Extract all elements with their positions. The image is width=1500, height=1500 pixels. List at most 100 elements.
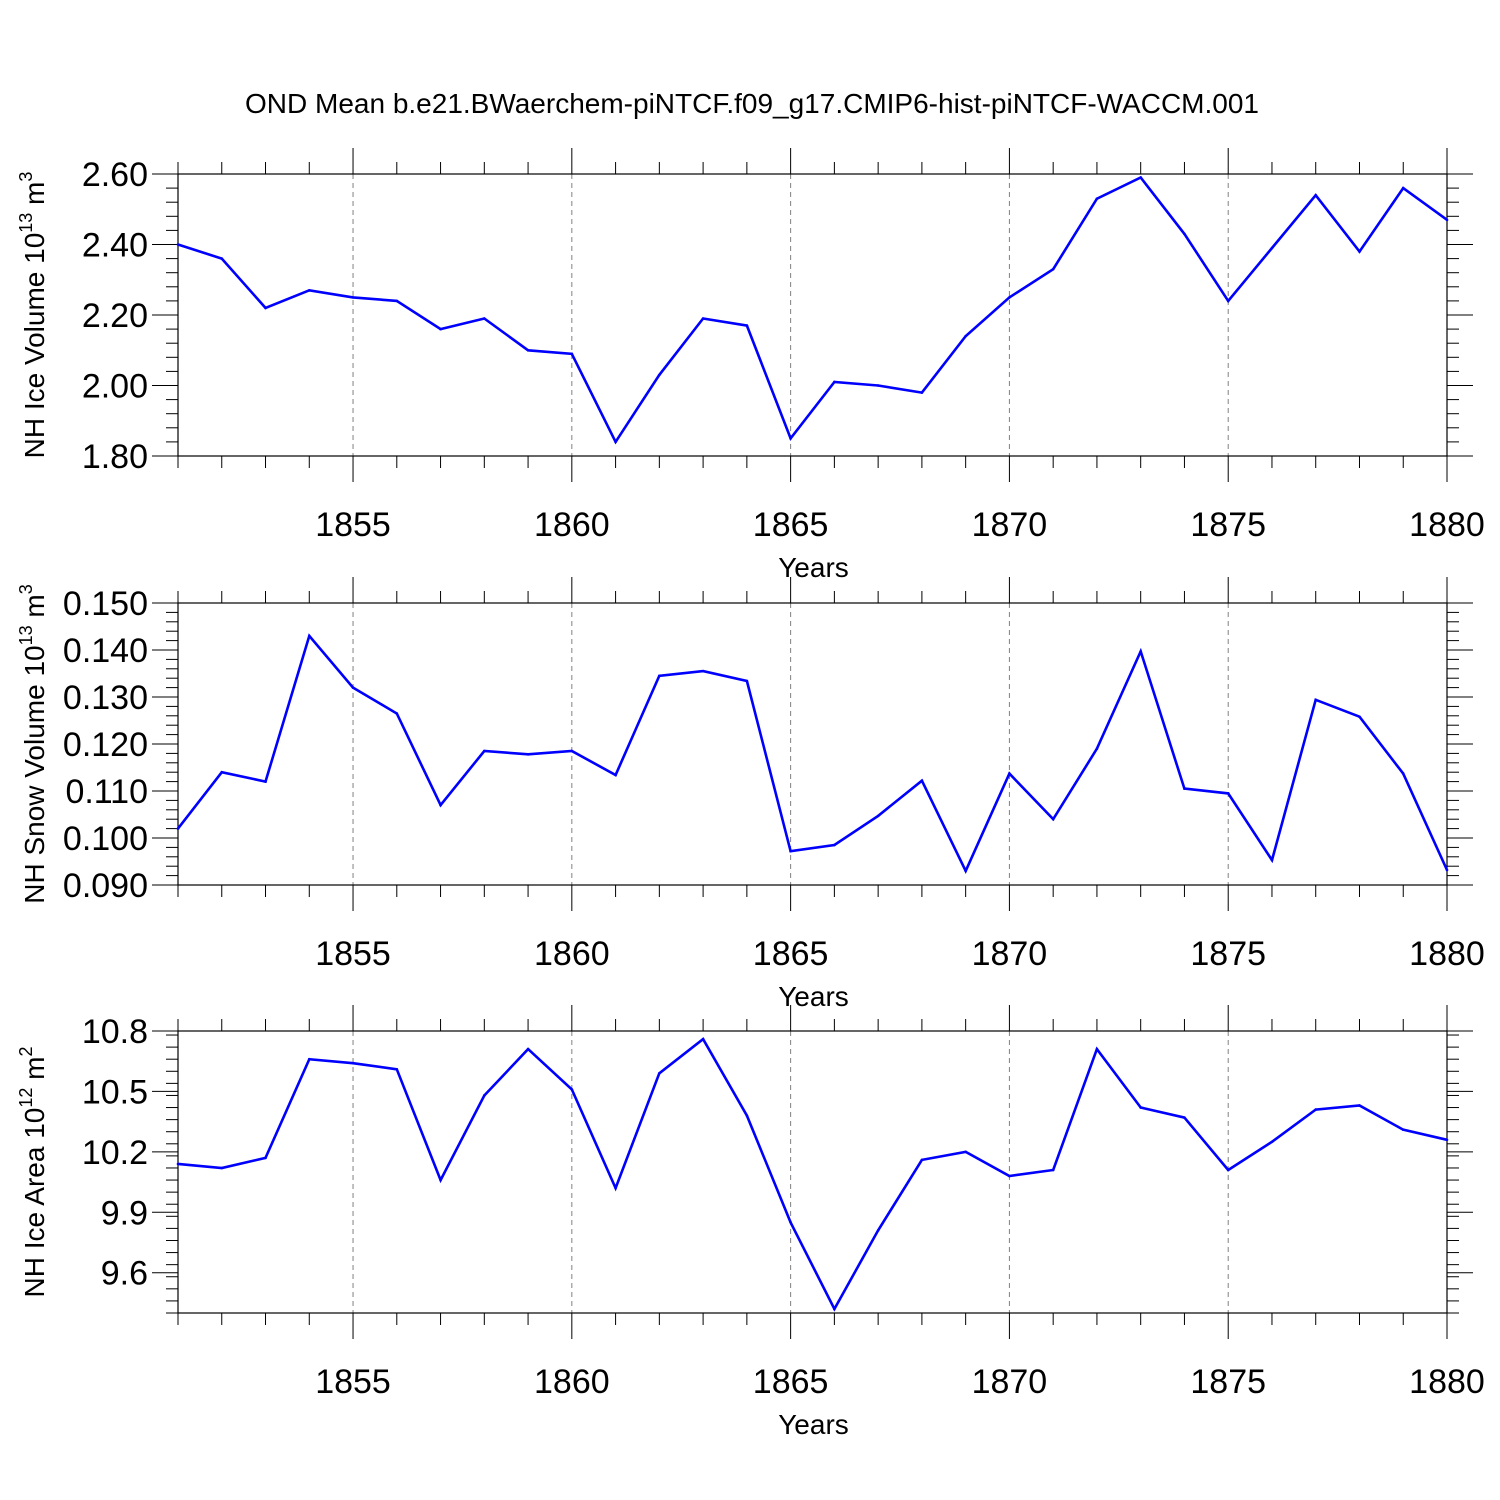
x-tick-label: 1875	[1190, 506, 1266, 544]
data-point	[876, 814, 880, 818]
data-point	[1051, 267, 1055, 271]
data-point	[526, 348, 530, 352]
x-tick-label: 1875	[1190, 1363, 1266, 1401]
data-point	[570, 749, 574, 753]
data-point	[614, 773, 617, 777]
x-tick-label: 1860	[534, 506, 610, 544]
data-point	[351, 686, 355, 689]
data-point	[483, 317, 486, 320]
data-point	[833, 843, 836, 847]
x-tick-label: 1880	[1409, 1363, 1485, 1401]
data-point	[526, 753, 530, 756]
data-point	[701, 669, 705, 673]
y-axis-label-superscript: 3	[16, 172, 36, 182]
data-point	[1314, 698, 1318, 702]
y-tick-label: 0.150	[63, 585, 148, 623]
data-point	[920, 391, 924, 394]
y-axis-label-part: m	[19, 594, 50, 625]
chart-panel-3: 9.6 9.9 10.2 10.5 10.8 1855 1860 1865 1870 1875 18…	[16, 1005, 1485, 1440]
data-point	[1270, 246, 1274, 250]
y-axis-label-part: m	[19, 182, 50, 213]
data-point	[1401, 186, 1405, 190]
data-point	[789, 849, 792, 853]
x-tick-label: 1865	[753, 506, 829, 544]
data-point	[395, 1067, 399, 1071]
chart-panels: 1.80 2.00 2.20 2.40 2.60 1855 1860 1865 1870 1875…	[16, 148, 1485, 1440]
x-tick-label: 1860	[534, 1363, 610, 1401]
data-point	[264, 306, 267, 310]
x-axis-label: Years	[778, 1409, 849, 1440]
data-point	[307, 289, 311, 292]
data-point	[1008, 1174, 1011, 1178]
data-point	[1183, 1116, 1186, 1119]
chart-panel-1: 1.80 2.00 2.20 2.40 2.60 1855 1860 1865 1870 1875…	[16, 148, 1485, 583]
data-point	[1008, 772, 1011, 775]
data-point	[964, 1150, 967, 1154]
data-point	[1095, 197, 1099, 200]
y-tick-label: 2.20	[82, 297, 148, 335]
data-point	[395, 712, 399, 715]
data-point	[264, 1156, 267, 1160]
data-point	[1401, 772, 1405, 775]
data-point	[745, 679, 749, 683]
data-point	[351, 1061, 355, 1065]
data-point	[1051, 1168, 1055, 1172]
data-point	[439, 803, 442, 807]
data-point	[1139, 176, 1142, 179]
x-tick-label: 1880	[1409, 506, 1485, 544]
data-point	[570, 352, 574, 356]
data-point	[220, 770, 224, 774]
data-point	[876, 1229, 880, 1232]
x-tick-label: 1865	[753, 935, 829, 973]
x-tick-label: 1880	[1409, 935, 1485, 973]
data-point	[1183, 232, 1186, 236]
data-point	[658, 373, 661, 377]
data-point	[1445, 1138, 1449, 1142]
plot-frame	[177, 173, 1448, 457]
x-tick-label: 1860	[534, 935, 610, 973]
data-point	[1183, 787, 1186, 790]
data-point	[658, 1072, 661, 1075]
data-point	[964, 869, 967, 873]
data-point	[833, 380, 836, 384]
series-line	[176, 633, 1449, 874]
data-point	[176, 827, 180, 830]
y-tick-label: 0.130	[63, 679, 148, 717]
data-point	[833, 1307, 836, 1311]
data-point	[876, 384, 880, 387]
data-point	[1314, 193, 1318, 197]
y-axis-label-part: m	[19, 1057, 50, 1088]
data-point	[789, 1221, 792, 1224]
data-point	[351, 296, 355, 299]
y-axis-label-part: NH Ice Volume 10	[19, 233, 50, 459]
data-point	[526, 1047, 530, 1051]
data-point	[264, 780, 267, 783]
data-point	[701, 1037, 705, 1041]
data-point	[789, 437, 792, 440]
data-point	[439, 1178, 442, 1182]
y-tick-label: 0.120	[63, 726, 148, 764]
y-axis-label: NH Ice Area 1012 m2	[16, 1046, 50, 1297]
data-point	[1270, 858, 1274, 862]
y-axis-label-part: NH Ice Area 10	[19, 1108, 50, 1298]
y-tick-label: 2.60	[82, 156, 148, 194]
x-tick-label: 1855	[315, 935, 391, 973]
data-point	[745, 324, 749, 327]
y-tick-label: 0.100	[63, 820, 148, 858]
data-point	[483, 749, 486, 753]
y-tick-label: 10.2	[82, 1134, 148, 1172]
y-axis-label-part: NH Snow Volume 10	[19, 645, 50, 903]
data-point	[483, 1094, 486, 1097]
data-point	[395, 299, 399, 303]
x-tick-label: 1855	[315, 506, 391, 544]
data-point	[1445, 868, 1449, 872]
y-tick-label: 1.80	[82, 438, 148, 476]
x-tick-label: 1870	[972, 1363, 1048, 1401]
data-point	[1095, 1047, 1099, 1051]
y-axis-label: NH Snow Volume 1013 m3	[16, 584, 50, 904]
x-tick-label: 1870	[972, 935, 1048, 973]
plot-frame	[177, 1030, 1448, 1314]
y-axis-label-superscript: 12	[16, 1088, 36, 1108]
data-point	[614, 440, 617, 444]
